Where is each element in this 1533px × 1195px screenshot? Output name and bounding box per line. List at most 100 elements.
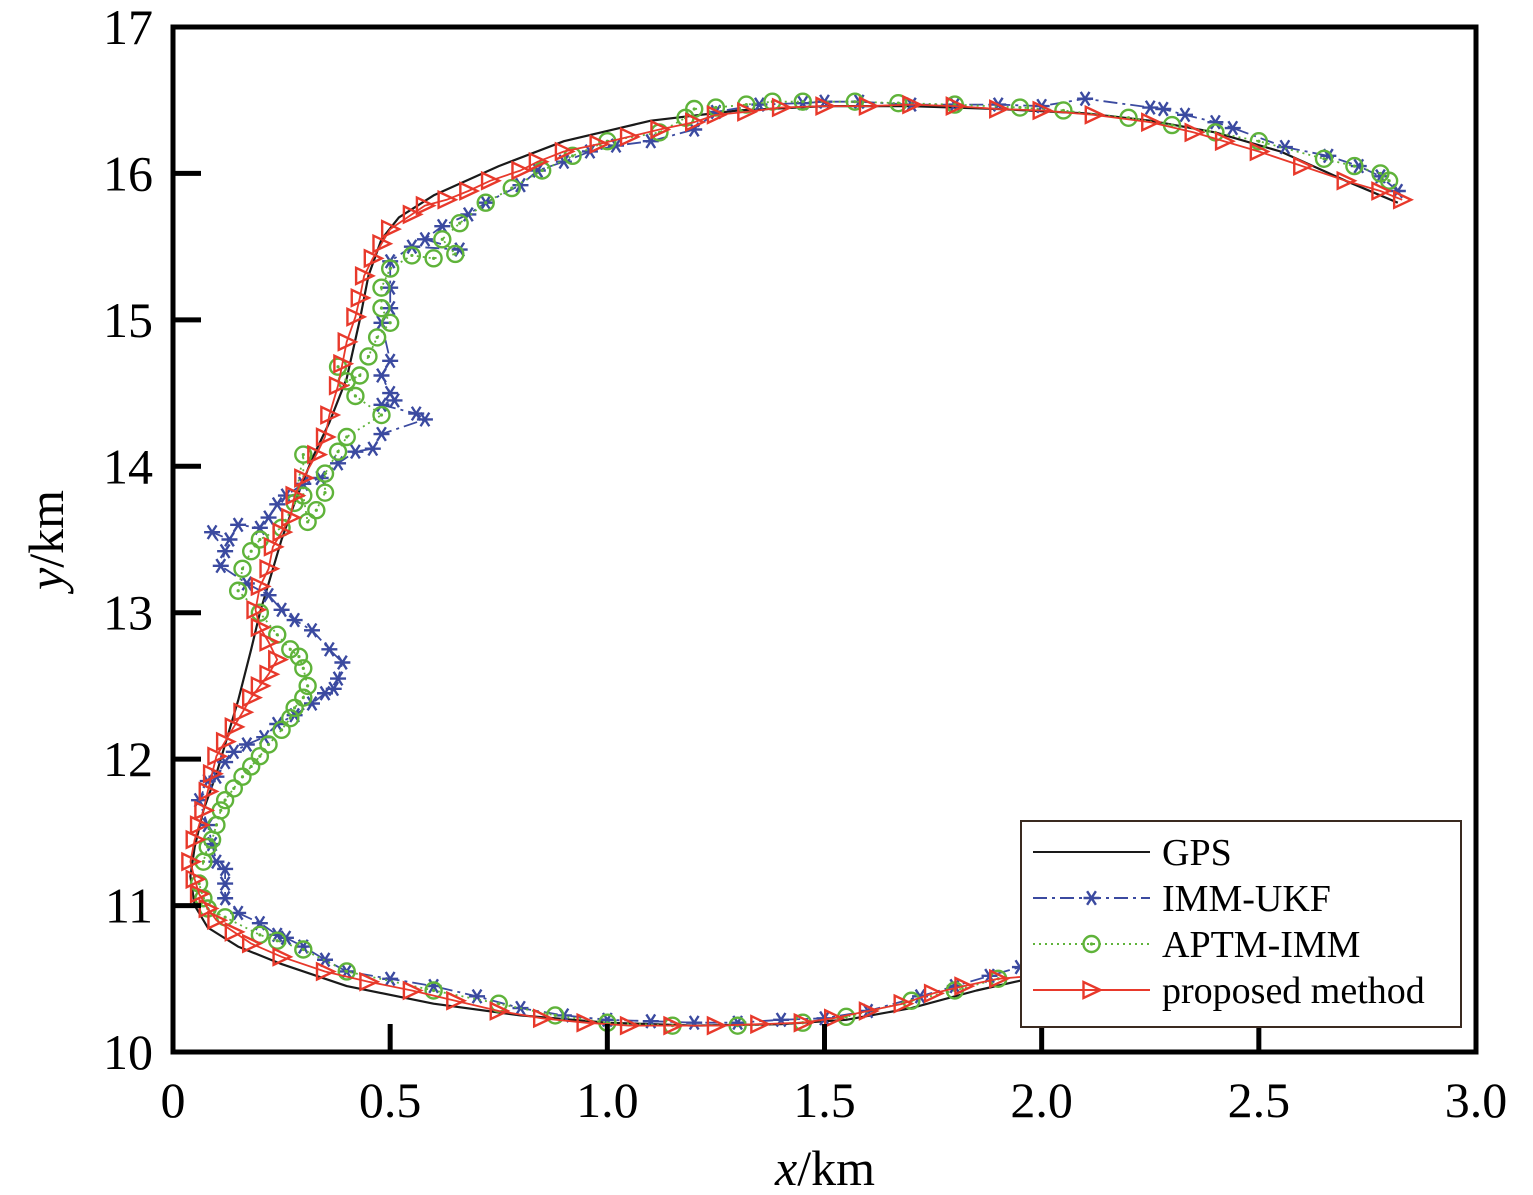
circle-ring (298, 676, 317, 696)
circle-ring (259, 735, 278, 754)
data-point (198, 781, 220, 802)
data-point (619, 126, 641, 147)
data-point (354, 266, 376, 286)
circle-dot (266, 742, 271, 747)
data-point (272, 946, 294, 967)
circle-ring (294, 940, 313, 959)
circle-ring (294, 445, 313, 464)
data-point (221, 532, 238, 547)
circle-ring (367, 328, 387, 347)
data-point (260, 510, 277, 525)
circle-dot (1322, 157, 1326, 161)
circle-dot (353, 394, 358, 398)
circle-dot (301, 696, 305, 700)
y-axis-var: y (18, 567, 74, 595)
data-point (459, 181, 481, 201)
data-point (315, 427, 337, 447)
data-point (317, 685, 334, 701)
data-point (373, 426, 390, 442)
data-point (315, 464, 335, 483)
data-point (250, 617, 272, 638)
data-point (402, 204, 424, 225)
data-point (337, 427, 356, 447)
data-point (1141, 112, 1163, 133)
circle-dot (288, 647, 292, 651)
data-point (285, 698, 304, 718)
data-point (289, 647, 309, 666)
data-point (346, 307, 368, 327)
data-point (315, 483, 335, 502)
circle-dot (345, 969, 349, 974)
circle-ring (359, 347, 378, 366)
circle-dot (484, 201, 488, 205)
legend-marker (1082, 934, 1101, 954)
x-tick-label: 0 (161, 1072, 186, 1128)
data-point (185, 829, 207, 850)
data-point (217, 876, 234, 892)
circle-dot (306, 520, 310, 524)
data-point (480, 170, 502, 191)
data-point (189, 815, 211, 835)
data-point (424, 981, 443, 1000)
data-point (373, 397, 390, 413)
circle-dot (1387, 179, 1391, 183)
circle-dot (249, 764, 253, 769)
data-point (845, 92, 865, 111)
x-tick-label: 2.0 (1010, 1072, 1073, 1128)
data-point (202, 763, 224, 784)
circle-dot (301, 947, 305, 952)
data-point (889, 93, 908, 113)
data-point (382, 353, 399, 369)
circle-ring (328, 442, 348, 461)
y-tick-label: 16 (103, 145, 153, 201)
circle-dot (366, 354, 371, 359)
data-point (260, 587, 277, 603)
circle-ring (215, 790, 235, 810)
data-point (285, 485, 307, 506)
circle-dot (432, 256, 436, 260)
circle-dot (232, 786, 236, 791)
circle-dot (1257, 139, 1261, 143)
data-point (989, 968, 1011, 989)
data-point (1336, 170, 1358, 191)
circle-dot (714, 105, 718, 110)
x-axis-label: x/km (774, 1140, 875, 1195)
circle-dot (279, 728, 284, 732)
data-point (380, 313, 400, 332)
data-point (1084, 104, 1106, 125)
data-point (372, 233, 394, 254)
circle-dot (1378, 171, 1383, 176)
legend-label: IMM-UKF (1162, 878, 1331, 920)
circle-dot (201, 860, 206, 864)
data-point (273, 602, 290, 618)
data-point (363, 248, 385, 269)
data-point (382, 971, 399, 987)
data-point (750, 1014, 772, 1035)
data-point (446, 990, 468, 1011)
data-point (1224, 120, 1241, 136)
data-point (272, 522, 294, 543)
circle-dot (219, 808, 223, 812)
data-point (685, 112, 707, 133)
data-point (1345, 156, 1364, 176)
data-point (334, 655, 351, 670)
data-point (1077, 91, 1094, 107)
circle-ring (250, 603, 270, 622)
data-point (528, 151, 550, 172)
circle-dot (297, 655, 301, 659)
circle-ring (294, 659, 313, 678)
circle-dot (744, 103, 748, 107)
data-point (286, 612, 303, 628)
circle-dot (336, 450, 340, 454)
data-point (233, 702, 255, 723)
data-point (225, 744, 242, 760)
data-point (241, 687, 263, 708)
y-tick-label: 17 (103, 0, 153, 55)
data-point (263, 536, 285, 557)
circle-dot (692, 107, 696, 111)
data-point (215, 790, 235, 810)
data-point (294, 659, 313, 678)
data-point (241, 542, 261, 561)
data-point (230, 517, 247, 533)
